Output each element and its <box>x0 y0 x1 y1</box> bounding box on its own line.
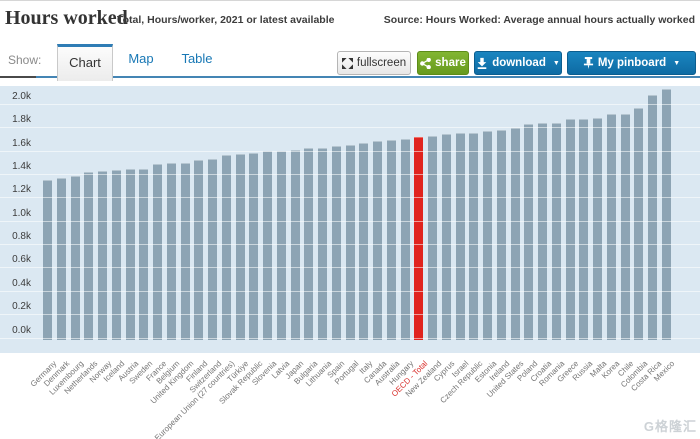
chevron-down-icon: ▼ <box>552 59 560 67</box>
tab-strip: Show: Chart Map Table fullscreen <box>0 41 700 86</box>
bar-japan[interactable] <box>290 149 300 341</box>
gridline <box>0 314 700 316</box>
share-icon <box>420 57 432 69</box>
tab-map[interactable]: Map <box>128 51 154 66</box>
y-axis-tick-label: 0.2k <box>12 301 31 313</box>
gridline <box>0 104 700 105</box>
bar-chile[interactable] <box>620 113 630 341</box>
y-axis-tick-label: 0.8k <box>12 231 31 243</box>
bar-czech-republic[interactable] <box>469 132 479 341</box>
gridline <box>0 337 700 339</box>
bar-portugal[interactable] <box>345 144 355 341</box>
download-button[interactable]: download ▼ <box>474 51 562 75</box>
download-icon <box>476 57 488 69</box>
tab-chart[interactable]: Chart <box>57 44 113 81</box>
bar-mexico[interactable] <box>661 89 671 341</box>
bar-france[interactable] <box>153 163 162 341</box>
gridline <box>0 267 700 269</box>
bar-italy[interactable] <box>359 142 369 341</box>
chevron-down-icon: ▼ <box>673 59 681 67</box>
bar-switzerland[interactable] <box>208 158 217 341</box>
bar-spain[interactable] <box>331 145 341 341</box>
bar-norway[interactable] <box>98 170 107 341</box>
y-axis-tick-label: 0.0k <box>12 324 31 336</box>
bar-sweden[interactable] <box>139 168 149 341</box>
header: Hours worked Total, Hours/worker, 2021 o… <box>0 1 700 41</box>
bar-new-zealand[interactable] <box>428 135 437 341</box>
tab-table[interactable]: Table <box>181 51 213 66</box>
bar-estonia[interactable] <box>483 131 492 341</box>
bar-denmark[interactable] <box>56 178 66 341</box>
x-axis-labels: Germany Denmark Luxembourg Netherlands Norwa… <box>0 353 700 439</box>
bar-t-rkiye[interactable] <box>235 153 245 341</box>
bar-malta[interactable] <box>593 117 602 341</box>
gridline <box>0 220 700 222</box>
bar-netherlands[interactable] <box>84 172 94 341</box>
bar-israel[interactable] <box>455 132 465 341</box>
my-pinboard-button[interactable]: My pinboard ▼ <box>567 51 696 75</box>
watermark: G格隆汇 <box>643 419 697 434</box>
bar-korea[interactable] <box>606 113 616 341</box>
gridline <box>0 197 700 199</box>
bar-cyprus[interactable] <box>441 133 451 341</box>
bar-united-kingdom[interactable] <box>180 162 190 341</box>
bar-greece[interactable] <box>565 118 575 341</box>
fullscreen-button[interactable]: fullscreen <box>337 51 411 75</box>
chart-plot-area: 2.0k 1.8k 1.6k 1.4k 1.2k 1.0k 0.8k 0.6k 0.4k 0.2k… <box>0 86 700 353</box>
bar-australia[interactable] <box>386 139 396 341</box>
bar-slovak-republic[interactable] <box>249 152 259 341</box>
gridline <box>0 127 700 129</box>
bar-hungary[interactable] <box>400 139 410 341</box>
bar-luxembourg[interactable] <box>70 176 80 341</box>
gridline <box>0 150 700 152</box>
bar-belgium[interactable] <box>166 163 176 341</box>
bar-russia[interactable] <box>579 118 589 341</box>
y-axis-tick-label: 1.0k <box>12 207 31 219</box>
bar-oecd-total[interactable] <box>414 137 424 341</box>
bar-germany[interactable] <box>43 180 52 341</box>
pinboard-label: My pinboard <box>597 57 667 69</box>
bar-united-states[interactable] <box>510 128 520 341</box>
gridline <box>0 290 700 292</box>
page-subtitle: Total, Hours/worker, 2021 or latest avai… <box>117 14 335 26</box>
bar-ireland[interactable] <box>496 130 506 341</box>
share-button[interactable]: share <box>417 51 469 75</box>
download-label: download <box>492 57 546 69</box>
fullscreen-icon <box>341 57 353 69</box>
bar-european-union-27-countries-[interactable] <box>221 154 231 341</box>
y-axis-tick-label: 0.6k <box>12 254 31 266</box>
y-axis-tick-label: 1.6k <box>12 137 31 149</box>
bar-costa-rica[interactable] <box>648 95 657 341</box>
bar-latvia[interactable] <box>276 150 286 341</box>
show-label: Show: <box>8 53 42 67</box>
bar-finland[interactable] <box>194 160 204 341</box>
pin-icon <box>583 57 594 69</box>
share-label: share <box>435 57 466 69</box>
bar-colombia[interactable] <box>634 108 644 341</box>
tab-strip-border-dark <box>0 76 36 78</box>
bar-iceland[interactable] <box>111 170 121 341</box>
y-axis-tick-label: 1.4k <box>12 161 31 173</box>
bar-croatia[interactable] <box>538 123 547 341</box>
source-text: Source: Hours Worked: Average annual hou… <box>383 14 695 26</box>
bar-canada[interactable] <box>373 140 382 341</box>
y-axis-tick-label: 1.2k <box>12 184 31 196</box>
bar-poland[interactable] <box>524 123 534 341</box>
page-title: Hours worked <box>5 7 128 29</box>
fullscreen-label: fullscreen <box>356 57 407 69</box>
y-axis-tick-label: 1.8k <box>12 114 31 126</box>
y-axis-tick-label: 2.0k <box>12 91 31 102</box>
gridline <box>0 174 700 176</box>
tab-strip-border <box>0 76 700 78</box>
gridline <box>0 244 700 246</box>
bar-romania[interactable] <box>551 122 561 341</box>
bar-austria[interactable] <box>125 169 135 341</box>
y-axis-tick-label: 0.4k <box>12 277 31 289</box>
bar-slovenia[interactable] <box>263 151 272 341</box>
